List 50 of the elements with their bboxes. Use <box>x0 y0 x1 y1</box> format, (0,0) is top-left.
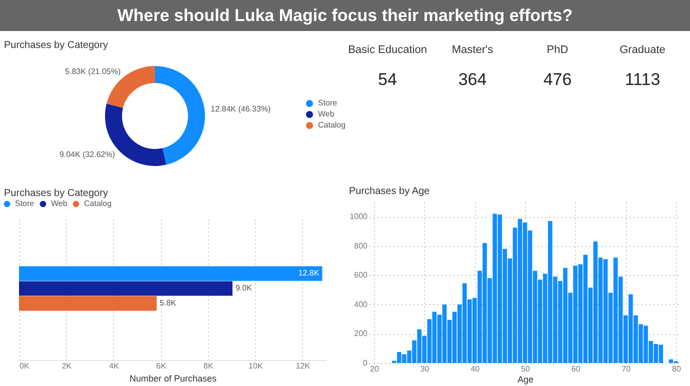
y-tick-label: 200 <box>354 329 368 338</box>
chart-title: Purchases by Category <box>4 188 108 199</box>
x-tick-label: 4K <box>109 362 120 370</box>
bar <box>19 281 232 296</box>
data-label: 364 <box>458 70 487 89</box>
data-label: 1113 <box>624 70 660 89</box>
x-tick-label: 40 <box>470 364 480 374</box>
data-label: 5.83K (21.05%) <box>65 66 121 76</box>
y-tick-label: 600 <box>354 270 368 280</box>
bar <box>19 296 157 311</box>
x-tick-label: 80 <box>672 364 682 374</box>
x-tick-label: 12K <box>296 362 311 370</box>
data-label: 9.04K (32.62%) <box>59 150 116 160</box>
x-tick-label: 6K <box>156 362 167 370</box>
x-tick-label: 0K <box>20 362 30 370</box>
x-tick-label: 20 <box>370 364 380 374</box>
text: Where should Luka Magic focus their marketing efforts? <box>0 0 690 31</box>
legend-label: Web <box>51 199 68 208</box>
data-label: 5.8K <box>160 298 177 308</box>
legend-label: Web <box>318 110 335 118</box>
chart-title: Purchases by Age <box>349 186 430 197</box>
x-tick-label: 60 <box>571 364 581 374</box>
x-tick-label: 2K <box>62 362 72 370</box>
x-tick-label: 70 <box>622 364 632 374</box>
x-axis-title: Age <box>517 374 534 384</box>
donut-slice <box>155 66 205 165</box>
x-tick-label: 50 <box>521 364 530 374</box>
x-axis-title: Number of Purchases <box>129 374 218 384</box>
y-tick-label: 1000 <box>350 212 368 222</box>
data-label: 12.84K (46.33%) <box>210 104 272 114</box>
y-tick-label: 800 <box>354 241 368 250</box>
bar <box>19 266 322 281</box>
data-label: 9.0K <box>235 284 253 292</box>
legend-label: Catalog <box>84 199 112 208</box>
category-label: Basic Education <box>348 44 427 56</box>
data-label: 476 <box>543 70 572 89</box>
x-tick-label: 30 <box>420 364 430 374</box>
x-tick-label: 8K <box>204 362 214 370</box>
x-tick-label: 10K <box>248 362 264 370</box>
legend-label: Store <box>318 98 338 108</box>
y-tick-label: 400 <box>354 300 368 309</box>
data-label: 12.8K <box>298 268 320 278</box>
category-label: Master's <box>452 44 494 56</box>
legend-label: Catalog <box>318 120 346 130</box>
category-label: Graduate <box>620 44 666 56</box>
y-tick-label: 0 <box>363 358 368 368</box>
category-label: PhD <box>546 44 568 56</box>
data-label: 54 <box>378 70 397 89</box>
legend-label: Store <box>15 199 35 208</box>
chart-title: Purchases by Category <box>4 40 108 51</box>
